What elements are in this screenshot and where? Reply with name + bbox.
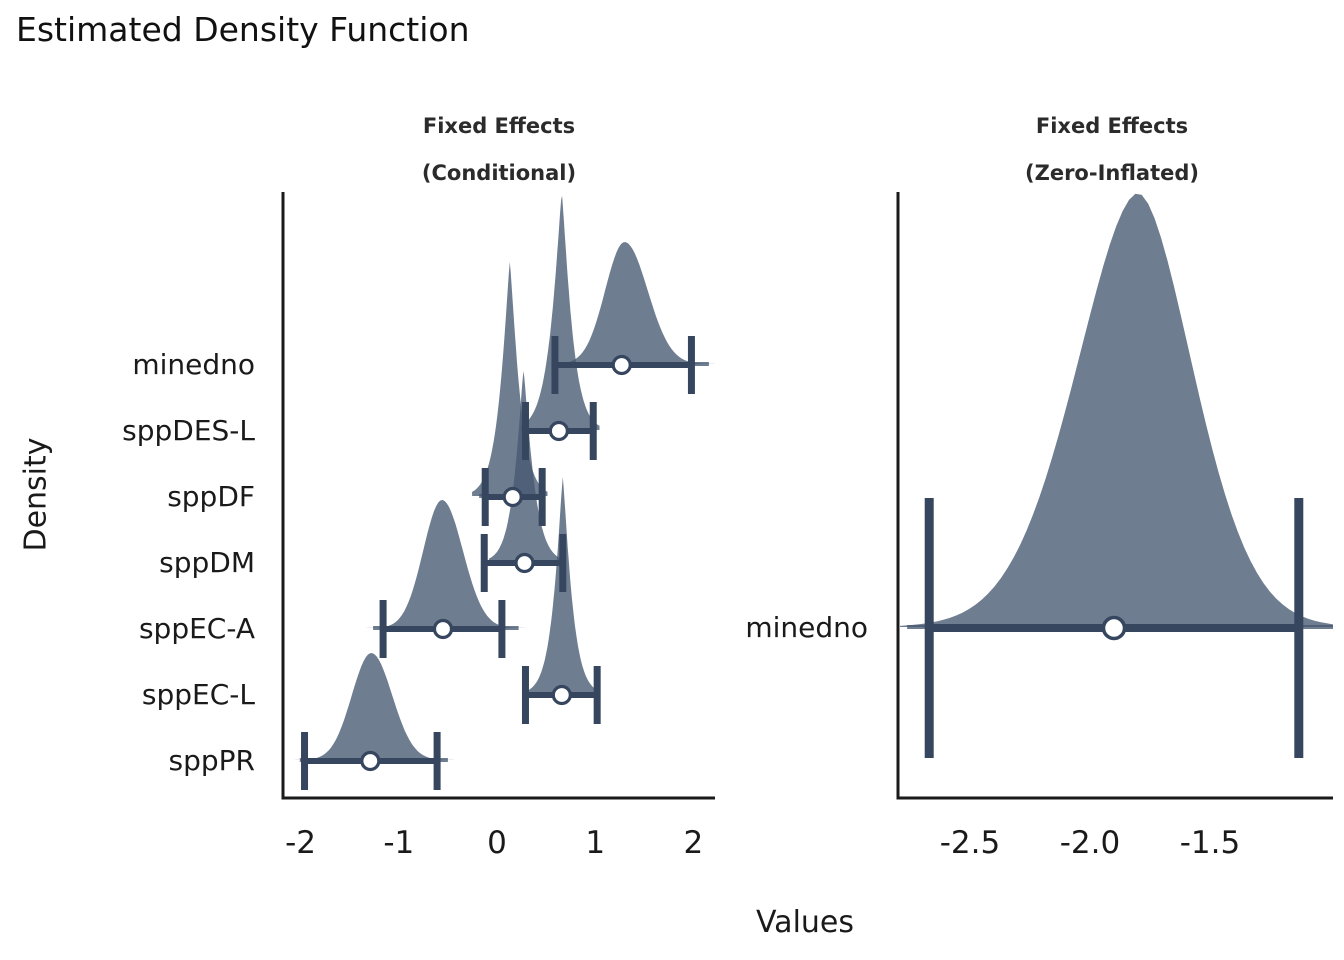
panel-header-conditional: Fixed Effects (Conditional) <box>422 103 576 197</box>
point-estimate-sppDM <box>514 552 535 574</box>
density-curve-sppPR <box>285 653 466 760</box>
y-tick-label-sppPR: sppPR <box>169 744 255 777</box>
chart-title: Estimated Density Function <box>16 10 470 49</box>
point-estimate-sppDF <box>502 486 523 508</box>
panel-header-line1: Fixed Effects <box>1035 114 1189 138</box>
y-tick-label-sppDF: sppDF <box>167 480 255 513</box>
y-tick-label-sppDM: sppDM <box>159 546 255 579</box>
x-tick-label-1: 1 <box>585 825 605 861</box>
density-curve-sppEC-A <box>357 500 537 628</box>
point-estimate-minedno <box>611 354 632 376</box>
point-estimate-sppEC-A <box>432 618 454 640</box>
x-tick-label--1: -1 <box>383 825 414 861</box>
y-tick-label-sppDES-L: sppDES-L <box>122 414 255 447</box>
density-curve-minedno <box>900 193 1333 627</box>
point-estimate-sppPR <box>360 750 381 772</box>
x-tick-label--2.5: -2.5 <box>940 825 1001 861</box>
x-tick-label--1.5: -1.5 <box>1180 825 1241 861</box>
panel-header-line2: (Zero-Inflated) <box>1025 161 1199 185</box>
panel-header-line1: Fixed Effects <box>422 114 576 138</box>
panel-header-zero-inflated: Fixed Effects (Zero-Inflated) <box>1025 103 1199 197</box>
y-tick-label-sppEC-L: sppEC-L <box>142 678 255 711</box>
density-curve-sppDF <box>472 262 548 496</box>
x-tick-label-0: 0 <box>487 825 507 861</box>
density-curve-sppDM <box>488 371 562 562</box>
density-curve-minedno <box>536 242 715 364</box>
point-estimate-sppDES-L <box>548 420 569 442</box>
y-tick-label-minedno: minedno <box>132 348 255 381</box>
point-estimate-minedno <box>1101 615 1127 641</box>
x-tick-label--2: -2 <box>285 825 316 861</box>
density-curve-sppDES-L <box>521 195 600 430</box>
x-tick-label--2.0: -2.0 <box>1060 825 1121 861</box>
x-axis-label: Values <box>755 905 855 940</box>
point-estimate-sppEC-L <box>551 684 572 706</box>
y-tick-label-minedno: minedno <box>745 611 868 644</box>
panel-header-line2: (Conditional) <box>421 161 577 185</box>
x-tick-label-2: 2 <box>684 825 704 861</box>
y-tick-label-sppEC-A: sppEC-A <box>139 612 255 645</box>
